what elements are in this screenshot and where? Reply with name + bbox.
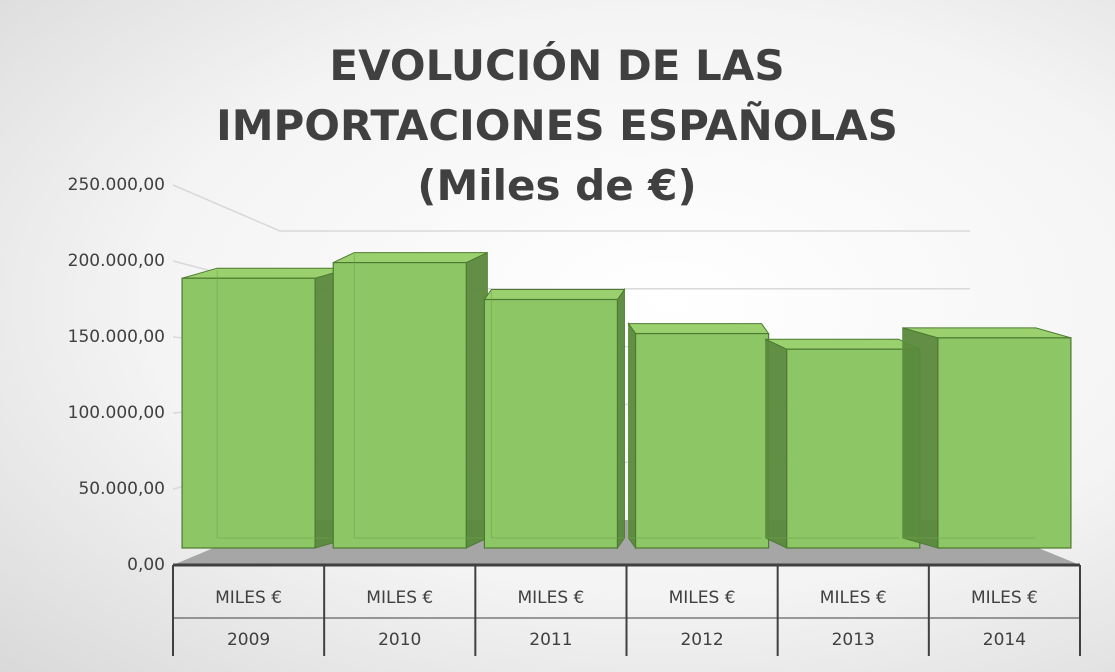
bar-top bbox=[483, 289, 626, 300]
bar-edge bbox=[216, 270, 351, 539]
bar-side bbox=[902, 327, 939, 549]
x-tick-label: MILES € bbox=[669, 588, 736, 608]
bar-side bbox=[628, 321, 637, 550]
bar bbox=[332, 251, 488, 549]
y-tick-label: 250.000,00 bbox=[68, 175, 165, 195]
x-tick-label: MILES € bbox=[971, 588, 1038, 608]
x-tick-label: 2010 bbox=[378, 630, 421, 650]
grid-line bbox=[172, 184, 970, 232]
bar bbox=[181, 267, 351, 549]
y-tick-label: 0,00 bbox=[127, 555, 165, 575]
chart-title: EVOLUCIÓN DE LAS IMPORTACIONES ESPAÑOLAS… bbox=[216, 41, 898, 210]
y-tick-label: 50.000,00 bbox=[78, 479, 165, 499]
bar-front bbox=[483, 298, 619, 549]
bar-front bbox=[181, 277, 316, 549]
x-tick-label: MILES € bbox=[517, 588, 584, 608]
bar bbox=[902, 327, 1072, 549]
y-tick-label: 150.000,00 bbox=[68, 327, 165, 347]
bar bbox=[627, 321, 770, 550]
bar bbox=[483, 287, 626, 550]
bar-front bbox=[332, 261, 467, 549]
x-tick-label: MILES € bbox=[820, 588, 887, 608]
bar-top bbox=[627, 323, 770, 335]
bar-edge bbox=[490, 291, 625, 539]
x-tick-label: MILES € bbox=[366, 588, 433, 608]
x-tick-label: 2009 bbox=[227, 630, 270, 650]
x-tick-label: 2011 bbox=[529, 630, 572, 650]
bar-side bbox=[616, 287, 625, 550]
bar-edge bbox=[628, 325, 762, 539]
bar-top bbox=[765, 338, 920, 350]
bar bbox=[765, 338, 921, 549]
x-tick-label: 2013 bbox=[832, 630, 875, 650]
bar-front bbox=[786, 348, 921, 549]
x-tick-label: 2014 bbox=[983, 630, 1026, 650]
bar-top bbox=[333, 252, 488, 264]
x-tick-label: MILES € bbox=[215, 588, 282, 608]
bar-front bbox=[937, 337, 1072, 549]
y-tick-label: 200.000,00 bbox=[68, 251, 165, 271]
x-tick-label: 2012 bbox=[680, 630, 723, 650]
bar-side bbox=[765, 338, 788, 549]
bar-edge bbox=[765, 341, 899, 539]
y-tick-label: 100.000,00 bbox=[68, 403, 165, 423]
bar-edge bbox=[353, 254, 488, 539]
bar-front bbox=[634, 332, 770, 549]
bar-edge bbox=[902, 329, 1036, 539]
